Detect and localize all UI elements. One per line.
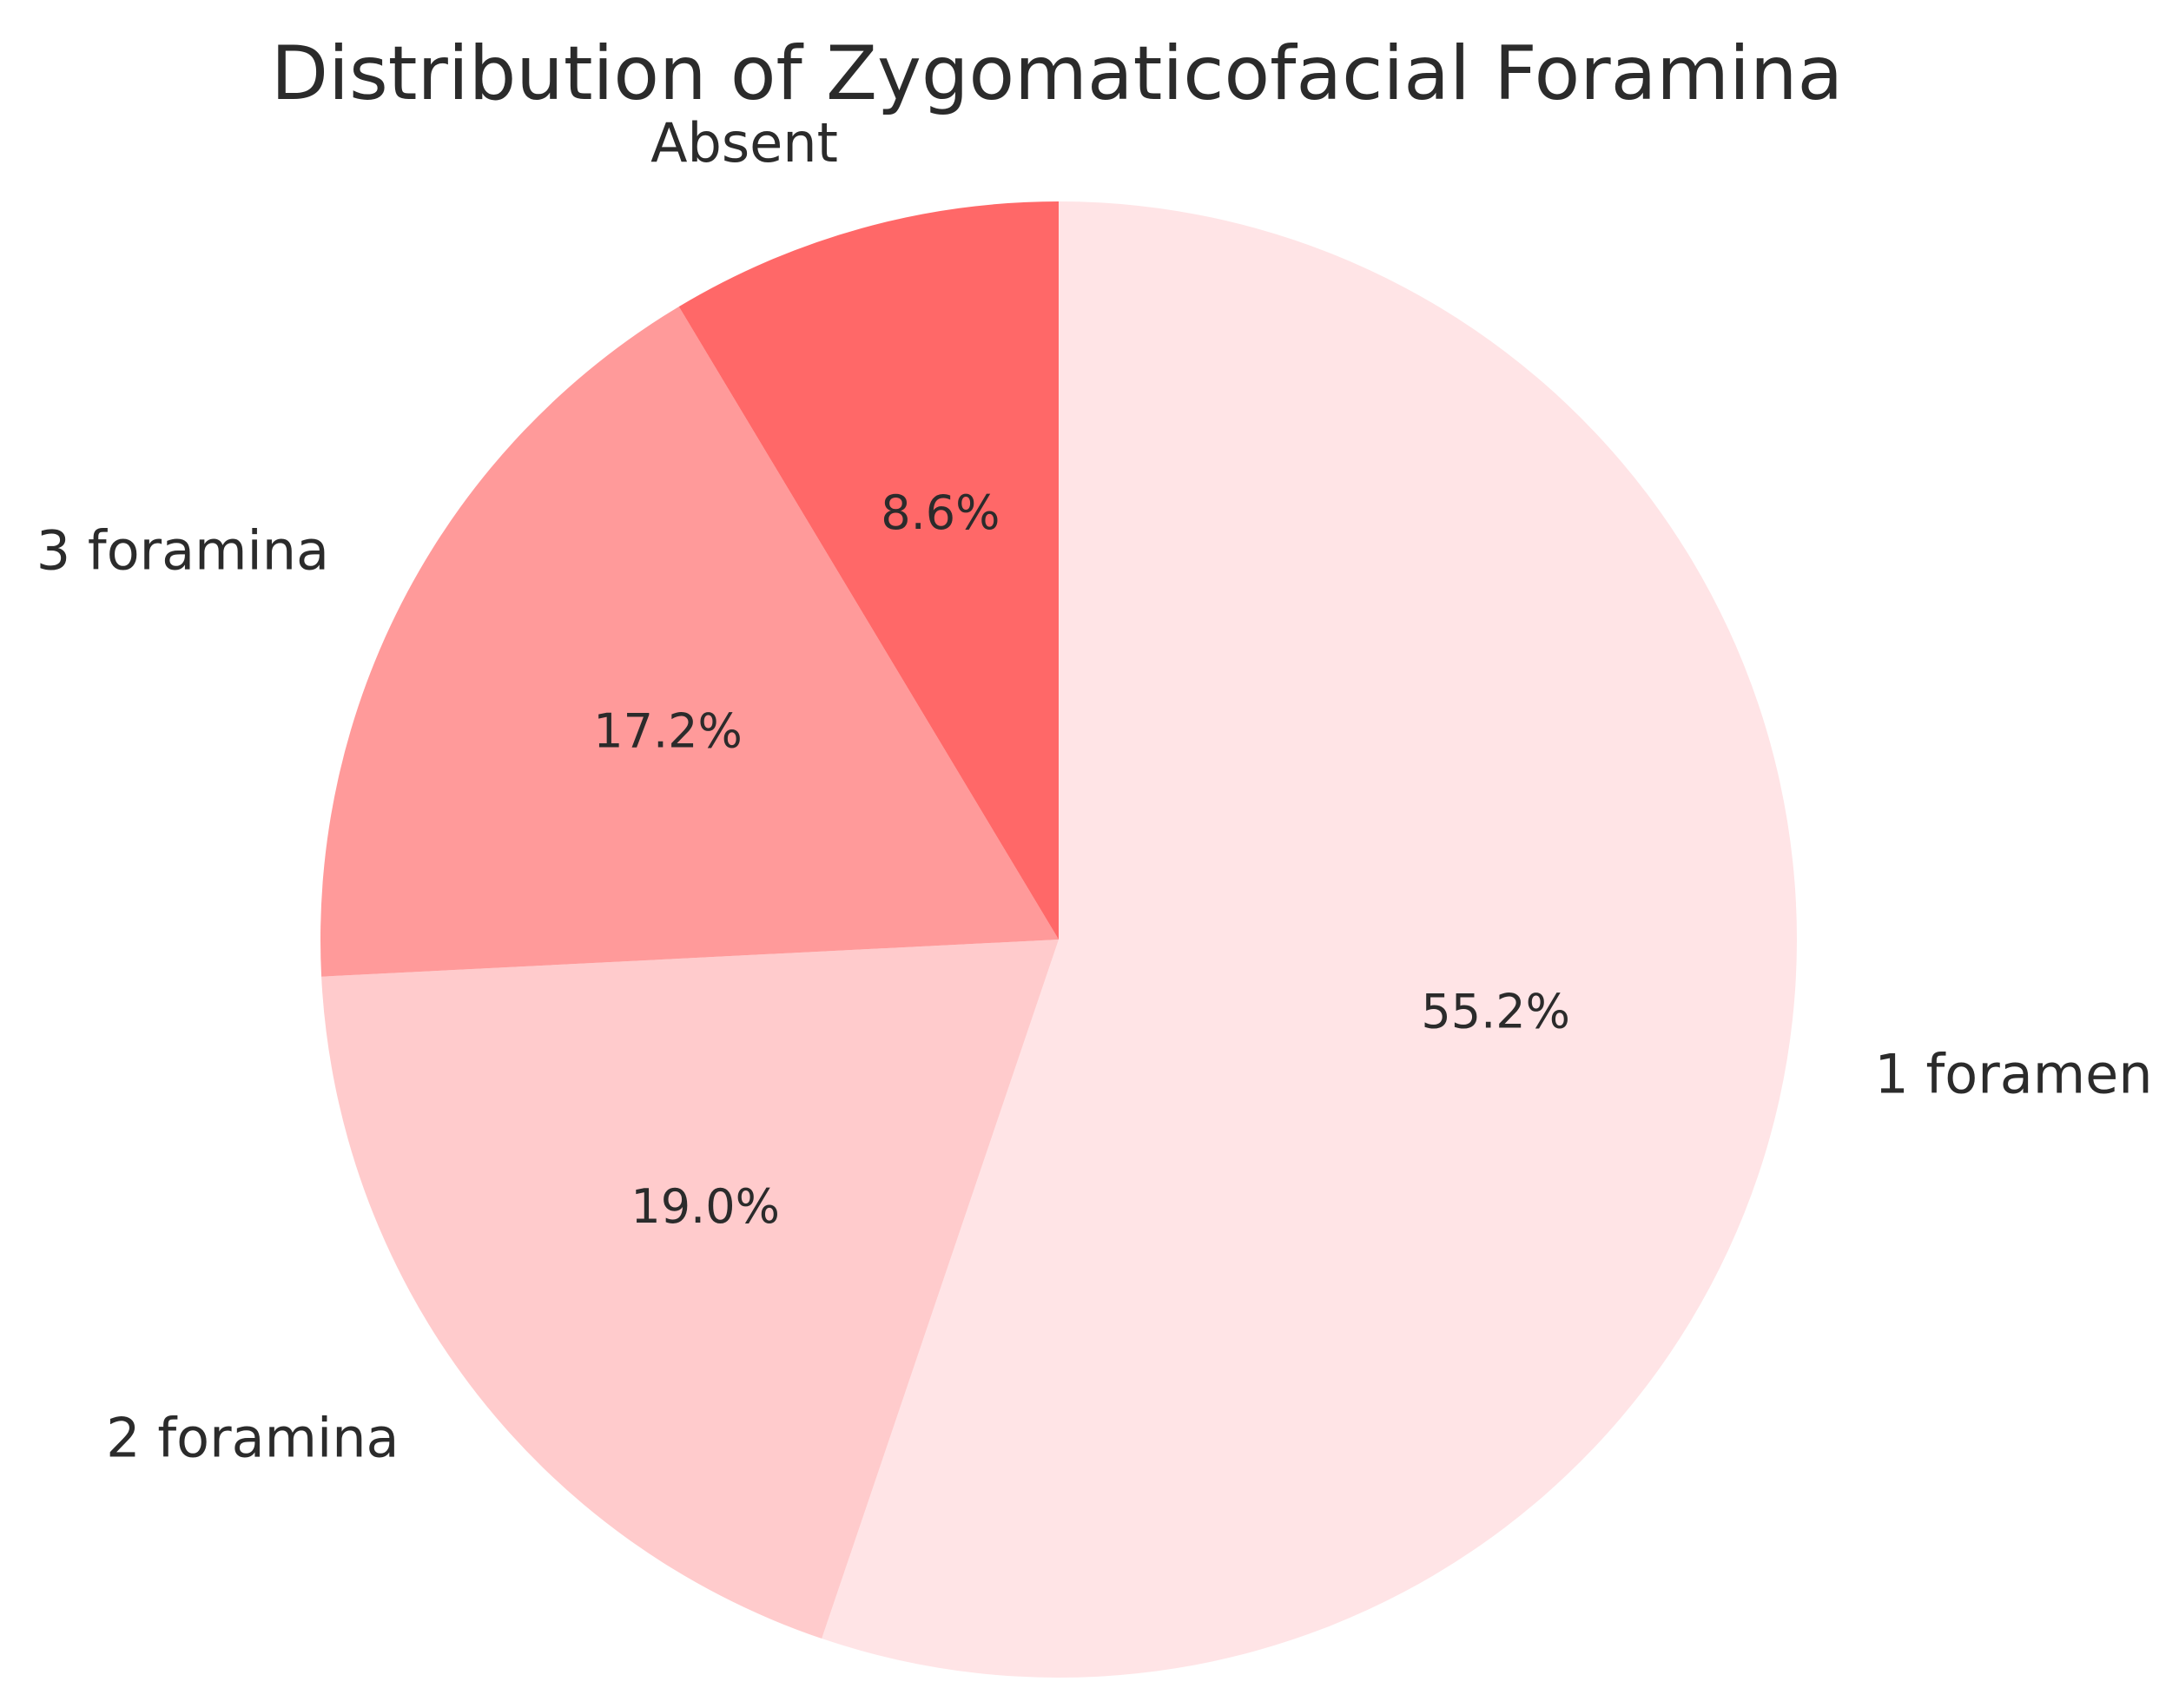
slice-label-2-foramina: 2 foramina bbox=[106, 1406, 399, 1469]
chart-title: Distribution of Zygomaticofacial Foramin… bbox=[271, 30, 1843, 117]
pct-label-3-foramina: 17.2% bbox=[593, 703, 743, 758]
pct-label-absent: 8.6% bbox=[881, 485, 1000, 540]
pie-labels: 55.2% 1 foramen 19.0% 2 foramina 17.2% 3 fora… bbox=[36, 111, 2153, 1469]
pie-slices bbox=[320, 201, 1797, 1678]
pie-slice-2-foramina bbox=[321, 940, 1059, 1639]
pie-slice-absent bbox=[678, 201, 1059, 940]
pct-label-1-foramen: 55.2% bbox=[1421, 984, 1570, 1039]
slice-label-3-foramina: 3 foramina bbox=[36, 518, 329, 582]
slice-label-absent: Absent bbox=[650, 111, 838, 175]
pie-slice-1-foramen bbox=[822, 201, 1797, 1678]
pct-label-2-foramina: 19.0% bbox=[631, 1179, 780, 1234]
slice-label-1-foramen: 1 foramen bbox=[1874, 1042, 2152, 1105]
pie-slice-3-foramina bbox=[320, 307, 1059, 977]
